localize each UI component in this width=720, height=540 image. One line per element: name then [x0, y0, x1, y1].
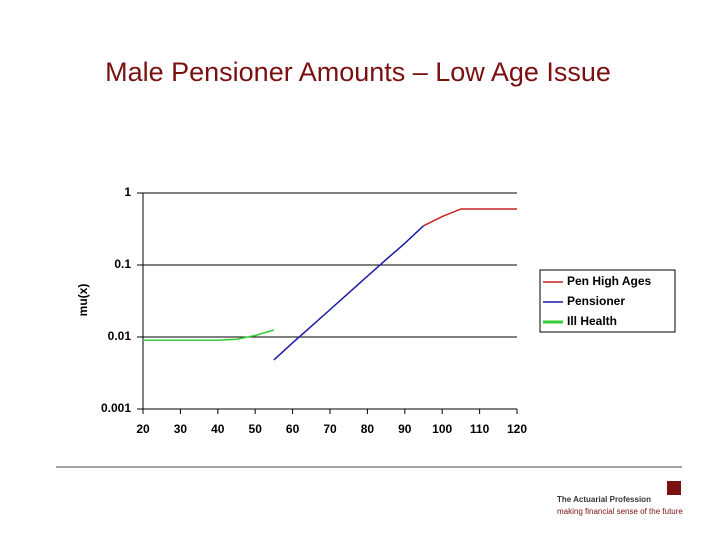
- x-tick-label: 120: [507, 422, 527, 436]
- slide-title: Male Pensioner Amounts – Low Age Issue: [105, 57, 611, 87]
- logo-square: [667, 481, 681, 495]
- legend-label: Pensioner: [567, 294, 625, 308]
- series-line: [273, 225, 425, 361]
- y-axis-label: mu(x): [76, 284, 90, 317]
- series-line: [143, 329, 275, 342]
- legend-label: Pen High Ages: [567, 274, 652, 288]
- x-tick-label: 90: [398, 422, 412, 436]
- x-tick-label: 50: [249, 422, 263, 436]
- y-tick-label: 1: [124, 185, 131, 199]
- x-tick-label: 20: [136, 422, 150, 436]
- x-tick-label: 30: [174, 422, 188, 436]
- y-tick-label: 0.01: [108, 329, 132, 343]
- footer-tagline: making financial sense of the future: [557, 507, 683, 516]
- x-tick-label: 110: [470, 422, 490, 436]
- x-tick-label: 60: [286, 422, 300, 436]
- footer-organization: The Actuarial Profession: [557, 495, 651, 504]
- x-tick-label: 40: [211, 422, 225, 436]
- y-tick-label: 0.1: [114, 257, 131, 271]
- legend-label: Ill Health: [567, 314, 617, 328]
- y-tick-label: 0.001: [101, 401, 131, 415]
- x-tick-label: 70: [323, 422, 337, 436]
- x-tick-label: 80: [361, 422, 375, 436]
- series-line: [423, 208, 517, 227]
- x-tick-label: 100: [432, 422, 452, 436]
